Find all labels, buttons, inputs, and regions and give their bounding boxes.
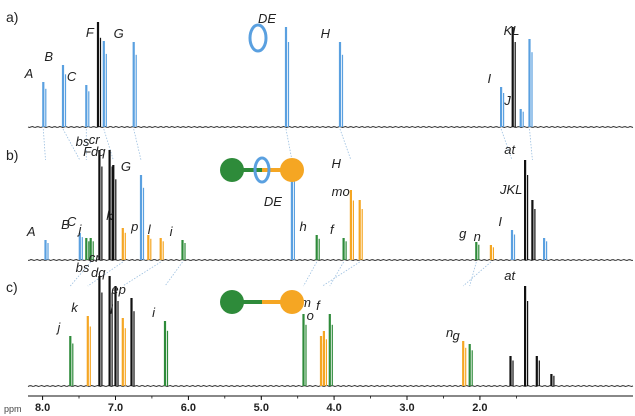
peak-label: C (67, 214, 77, 229)
peak-label: KL (504, 23, 520, 38)
peak-label: l (110, 302, 114, 317)
peak-label: DE (258, 11, 276, 26)
peak-label: f (316, 298, 321, 313)
peak-label: ep (111, 282, 125, 297)
peak-label: F (86, 25, 95, 40)
peak-label: I (487, 71, 491, 86)
peak-label: at (504, 142, 516, 157)
correlation-line (500, 128, 513, 161)
peak-label: H (321, 26, 331, 41)
peak-label: i (152, 305, 156, 320)
macrocycle-ring-icon (248, 23, 268, 53)
molecule-icon-ring (248, 23, 268, 53)
x-tick-label: 2.0 (472, 402, 487, 414)
peak-label: j (77, 222, 83, 237)
peak-label: j (55, 320, 61, 335)
peak-label: bs (76, 134, 90, 149)
correlation-line (42, 128, 46, 161)
peak-label: B (61, 217, 70, 232)
peak-label: J (503, 93, 511, 108)
peak-label: p (130, 219, 138, 234)
peak-label: Fdq (83, 144, 106, 159)
correlation-line (103, 128, 114, 161)
panel-label: a) (6, 9, 18, 25)
x-tick-label: 3.0 (399, 402, 414, 414)
molecule-icons (220, 23, 304, 314)
spectrum-baseline (27, 126, 634, 128)
correlation-line (303, 261, 318, 287)
x-tick-label: 5.0 (254, 402, 269, 414)
panel-label: c) (6, 279, 18, 295)
correlation-line (322, 261, 360, 287)
spectrum-baseline (27, 385, 634, 387)
spectrum-panel-a: a) ABC F G DE H IJ KL (6, 9, 634, 128)
correlation-line (339, 128, 352, 161)
peak-label: B (44, 49, 53, 64)
peak-label: k (106, 208, 114, 223)
peak-label: G (121, 159, 131, 174)
stopper-green-icon (220, 158, 244, 182)
peak-label: bs (76, 260, 90, 275)
correlation-line (69, 261, 92, 287)
spectrum-panel-c: c)jkbscrdqlepihmofngat (6, 250, 634, 387)
peak-label: f (330, 222, 335, 237)
peak-label: i (170, 224, 174, 239)
peak-label: l (148, 222, 152, 237)
peak-label: n (474, 229, 481, 244)
correlation-line (164, 261, 183, 287)
peak-label: dq (91, 265, 106, 280)
peak-label: n (446, 325, 453, 340)
peak-label: at (504, 268, 516, 283)
stopper-orange-icon (280, 290, 304, 314)
correlation-guide-lines (42, 128, 533, 287)
correlation-line (122, 261, 161, 287)
correlation-line (285, 128, 293, 161)
peak-label: DE (264, 194, 282, 209)
molecule-icon-rotaxane (220, 156, 304, 184)
peak-label: g (459, 226, 467, 241)
peak-label: k (71, 300, 79, 315)
x-axis-unit-label: ppm (4, 404, 22, 414)
molecule-icon-thread (220, 290, 304, 314)
macrocycle-ring-icon (253, 156, 271, 184)
peak-label: G (114, 26, 124, 41)
peak-label: C (67, 69, 77, 84)
stopper-orange-icon (280, 158, 304, 182)
x-tick-label: 6.0 (181, 402, 196, 414)
peak-label: cr (89, 250, 101, 265)
peak-label: mo (332, 184, 350, 199)
peak-label: m (300, 295, 311, 310)
peak-label: A (26, 224, 36, 239)
panel-label: b) (6, 147, 18, 163)
correlation-line (87, 261, 124, 287)
peak-label: I (498, 214, 502, 229)
peak-label: cr (89, 132, 101, 147)
peak-label: A (24, 66, 34, 81)
ppm-axis: ppm 8.0 7.0 6.0 5.0 4.0 3.0 2.0 (4, 395, 633, 414)
correlation-line (529, 128, 533, 161)
peak-label: h (299, 219, 306, 234)
spectrum-baseline (27, 259, 633, 261)
x-tick-label: 7.0 (108, 402, 123, 414)
peak-label: H (332, 156, 342, 171)
correlation-line (133, 128, 142, 161)
stopper-green-icon (220, 290, 244, 314)
peak-label: o (307, 308, 314, 323)
correlation-line (469, 261, 477, 287)
x-tick-label: 8.0 (35, 402, 50, 414)
peak-label: g (452, 328, 460, 343)
x-tick-label: 4.0 (326, 402, 341, 414)
peak-label: JKL (499, 182, 522, 197)
correlation-line (462, 261, 492, 287)
